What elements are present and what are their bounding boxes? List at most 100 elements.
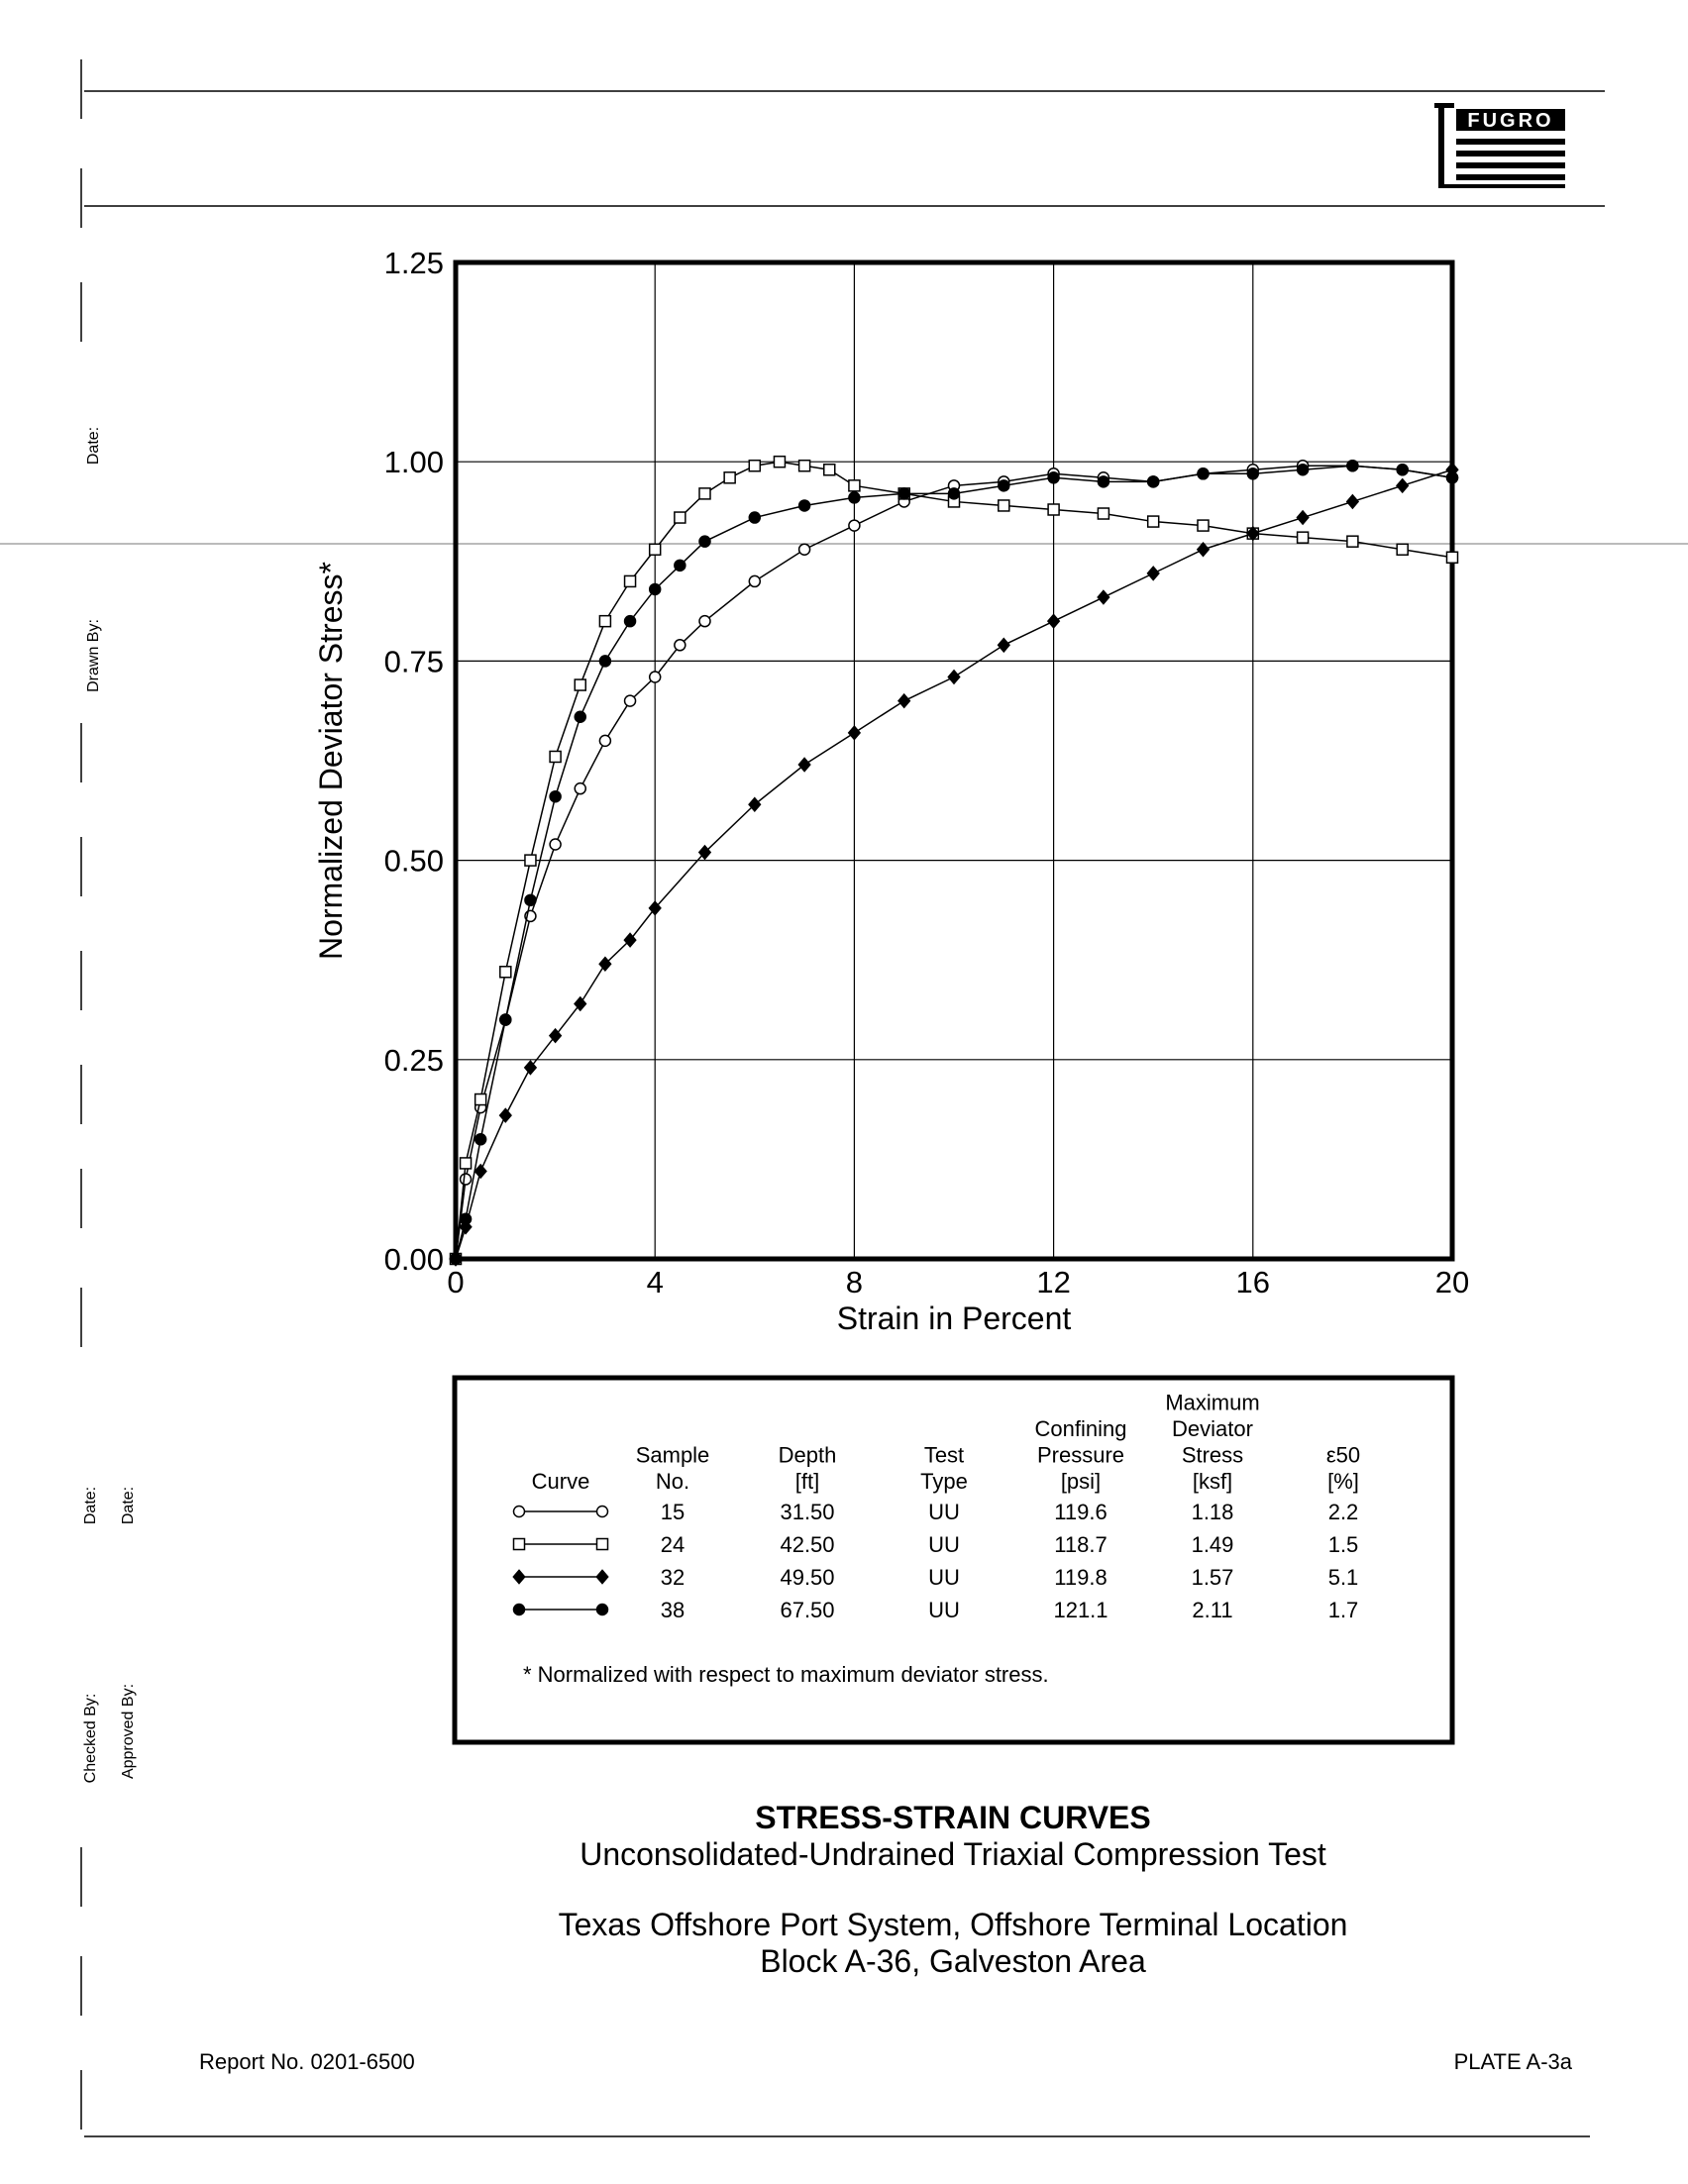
marker xyxy=(848,479,861,492)
marker xyxy=(598,655,612,668)
table-footnote: * Normalized with respect to maximum dev… xyxy=(523,1662,1049,1687)
table-cell: 118.7 xyxy=(1054,1532,1107,1557)
marker xyxy=(1047,503,1060,516)
marker xyxy=(1445,551,1459,565)
sidebar-label: Date: xyxy=(120,1487,137,1524)
marker xyxy=(459,1157,473,1170)
marker xyxy=(748,796,762,813)
marker xyxy=(998,479,1010,492)
table-cell: 1.7 xyxy=(1328,1598,1359,1622)
marker xyxy=(723,471,736,484)
marker xyxy=(1197,468,1210,480)
marker xyxy=(797,543,811,556)
table-cell: 119.6 xyxy=(1054,1500,1107,1524)
marker xyxy=(498,1107,512,1123)
marker xyxy=(823,463,836,476)
marker xyxy=(648,671,662,683)
table-cell: 24 xyxy=(661,1532,685,1557)
marker xyxy=(1346,535,1359,548)
table-header: [ksf] xyxy=(1193,1469,1232,1494)
table-cell: 2.11 xyxy=(1192,1598,1232,1622)
table-cell: 32 xyxy=(661,1565,685,1590)
y-tick-label: 1.25 xyxy=(384,246,444,280)
marker xyxy=(1197,519,1210,532)
sidebar-label: Checked By: xyxy=(82,1694,99,1784)
marker xyxy=(847,725,862,741)
table-header: Confining xyxy=(1035,1416,1127,1441)
marker xyxy=(1396,477,1410,494)
table-header: Pressure xyxy=(1037,1443,1124,1468)
table-header: ε50 xyxy=(1326,1443,1360,1468)
table-header: [ft] xyxy=(795,1469,819,1494)
x-tick-label: 16 xyxy=(1236,1265,1270,1300)
table-cell: UU xyxy=(928,1532,960,1557)
marker xyxy=(499,1013,512,1026)
marker xyxy=(524,893,537,907)
table-header: Deviator xyxy=(1172,1416,1253,1441)
marker xyxy=(1246,525,1260,542)
marker xyxy=(523,1060,538,1076)
x-tick-label: 20 xyxy=(1435,1265,1469,1300)
table-cell: 121.1 xyxy=(1053,1598,1108,1622)
table-header: [psi] xyxy=(1061,1469,1101,1494)
marker xyxy=(524,854,537,867)
marker xyxy=(623,932,637,948)
y-tick-label: 0.75 xyxy=(384,644,444,678)
y-tick-label: 0.00 xyxy=(384,1242,444,1277)
marker xyxy=(947,669,961,685)
marker xyxy=(623,574,637,588)
marker xyxy=(897,487,910,500)
marker xyxy=(512,1537,526,1551)
table-header: Sample xyxy=(636,1443,710,1468)
table-cell: 5.1 xyxy=(1328,1565,1359,1590)
table-cell: 49.50 xyxy=(780,1565,834,1590)
marker xyxy=(674,511,686,524)
chart: Strain in Percent Normalized Deviator St… xyxy=(313,246,1469,1336)
table-header: Curve xyxy=(532,1469,590,1494)
marker xyxy=(1296,463,1310,476)
marker xyxy=(848,491,861,504)
marker xyxy=(773,455,787,468)
y-tick-label: 0.25 xyxy=(384,1043,444,1078)
y-tick-label: 0.50 xyxy=(384,844,444,879)
marker xyxy=(1146,475,1160,488)
table-cell: 67.50 xyxy=(780,1598,834,1622)
sidebar-label: Approved By: xyxy=(120,1684,137,1779)
series-line xyxy=(455,461,1453,1260)
marker xyxy=(512,1505,526,1518)
x-tick-label: 4 xyxy=(647,1265,664,1300)
marker xyxy=(574,781,586,795)
marker xyxy=(648,582,662,596)
marker xyxy=(797,459,811,472)
table-cell: 1.18 xyxy=(1192,1500,1234,1524)
table-header: Type xyxy=(920,1469,968,1494)
series-line xyxy=(455,465,1453,1260)
marker xyxy=(997,637,1010,654)
marker xyxy=(574,710,586,723)
marker xyxy=(598,734,612,748)
table-header: Stress xyxy=(1182,1443,1243,1468)
location: Block A-36, Galveston Area xyxy=(760,1943,1146,1979)
marker xyxy=(595,1505,609,1518)
report-number: Report No. 0201-6500 xyxy=(199,2049,415,2074)
table-cell: UU xyxy=(928,1598,960,1622)
marker xyxy=(574,678,586,691)
marker xyxy=(698,535,711,548)
marker xyxy=(598,956,612,972)
marker xyxy=(574,995,587,1012)
table-cell: 1.49 xyxy=(1192,1532,1234,1557)
table-cell: 31.50 xyxy=(780,1500,834,1524)
marker xyxy=(474,1163,487,1180)
marker xyxy=(1097,475,1110,488)
logo: FUGRO xyxy=(1434,103,1565,188)
marker xyxy=(1097,507,1110,520)
table-cell: UU xyxy=(928,1565,960,1590)
marker xyxy=(512,1603,526,1616)
marker xyxy=(459,1212,473,1226)
sidebar-label: Date: xyxy=(85,427,102,465)
table: * Normalized with respect to maximum dev… xyxy=(512,1391,1360,1687)
marker xyxy=(1146,515,1160,528)
title: STRESS-STRAIN CURVES xyxy=(755,1800,1150,1835)
x-axis-label: Strain in Percent xyxy=(837,1300,1072,1336)
